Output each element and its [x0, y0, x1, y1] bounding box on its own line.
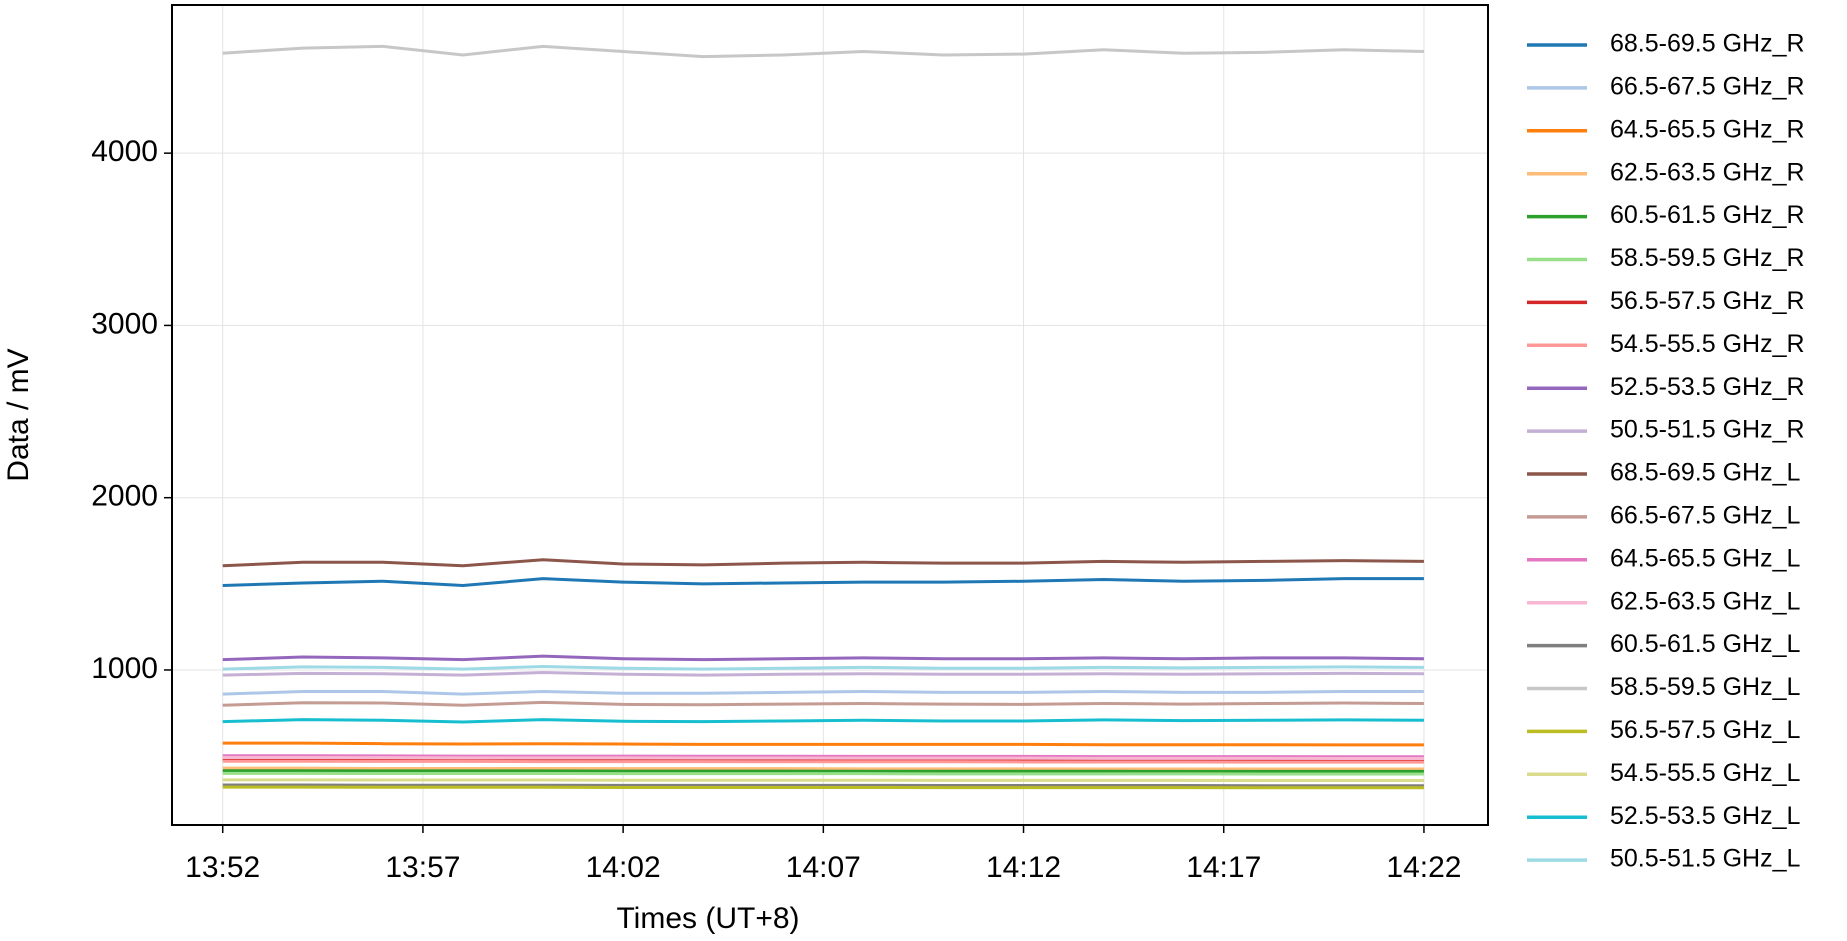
legend-label: 68.5-69.5 GHz_L	[1610, 459, 1800, 487]
series-line	[222, 558, 1424, 568]
series-line	[222, 778, 1424, 783]
series-line	[222, 757, 1424, 762]
x-tick-label: 14:07	[786, 851, 861, 884]
series-line	[222, 755, 1424, 761]
x-tick-label: 13:52	[185, 851, 260, 884]
legend-label: 52.5-53.5 GHz_R	[1610, 373, 1805, 401]
series-line	[222, 769, 1424, 773]
x-tick-label: 14:02	[586, 851, 661, 884]
series-line	[222, 754, 1424, 759]
series-line	[222, 671, 1424, 677]
series-line	[222, 44, 1424, 59]
x-tick-label: 13:57	[385, 851, 460, 884]
legend-label: 66.5-67.5 GHz_L	[1610, 502, 1800, 530]
legend-label: 60.5-61.5 GHz_L	[1610, 630, 1800, 658]
series-line	[222, 665, 1424, 671]
series-line	[222, 577, 1424, 588]
series-line	[222, 654, 1424, 662]
y-tick-label: 4000	[91, 135, 158, 168]
series-line	[222, 771, 1424, 776]
plot-frame	[171, 4, 1489, 826]
legend-label: 56.5-57.5 GHz_L	[1610, 716, 1800, 744]
series-line	[222, 689, 1424, 696]
legend-label: 68.5-69.5 GHz_R	[1610, 30, 1805, 58]
legend-label: 56.5-57.5 GHz_R	[1610, 287, 1805, 315]
y-tick-label: 3000	[91, 307, 158, 340]
legend-label: 58.5-59.5 GHz_L	[1610, 673, 1800, 701]
legend-label: 62.5-63.5 GHz_L	[1610, 587, 1800, 615]
x-axis-label: Times (UT+8)	[616, 902, 799, 935]
y-tick-label: 2000	[91, 480, 158, 513]
series-line	[222, 741, 1424, 747]
series-line	[222, 785, 1424, 790]
series-line	[222, 766, 1424, 771]
series-line	[222, 718, 1424, 724]
legend-label: 54.5-55.5 GHz_R	[1610, 330, 1805, 358]
x-tick-label: 14:12	[986, 851, 1061, 884]
series-line	[222, 700, 1424, 707]
y-tick-label: 1000	[91, 652, 158, 685]
legend-label: 66.5-67.5 GHz_R	[1610, 73, 1805, 101]
legend-label: 50.5-51.5 GHz_R	[1610, 416, 1805, 444]
legend-label: 58.5-59.5 GHz_R	[1610, 244, 1805, 272]
series-line	[222, 783, 1424, 788]
legend-label: 64.5-65.5 GHz_R	[1610, 115, 1805, 143]
series-line	[222, 759, 1424, 764]
y-axis-label: Data / mV	[2, 348, 35, 481]
legend-label: 54.5-55.5 GHz_L	[1610, 759, 1800, 787]
legend-label: 50.5-51.5 GHz_L	[1610, 845, 1800, 873]
x-tick-label: 14:17	[1186, 851, 1261, 884]
x-tick-label: 14:22	[1386, 851, 1461, 884]
legend-label: 64.5-65.5 GHz_L	[1610, 544, 1800, 572]
legend-label: 60.5-61.5 GHz_R	[1610, 201, 1805, 229]
legend-label: 52.5-53.5 GHz_L	[1610, 802, 1800, 830]
legend-label: 62.5-63.5 GHz_R	[1610, 158, 1805, 186]
